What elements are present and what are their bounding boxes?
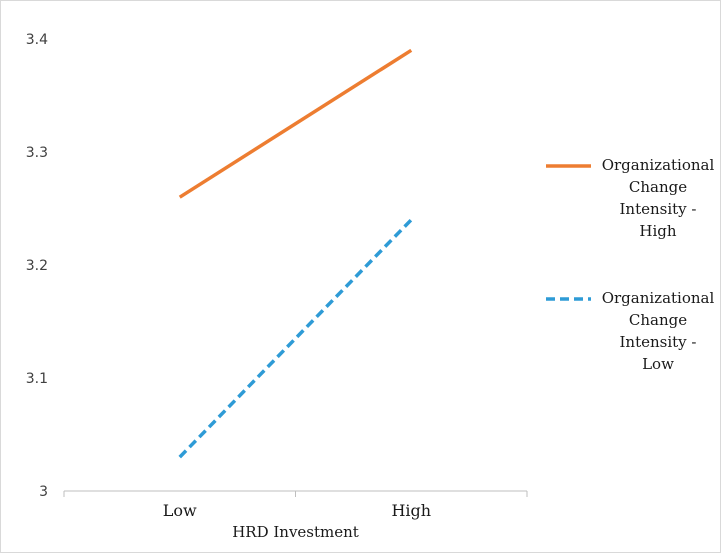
legend-entry-low: Organizational Change Intensity - Low [546, 289, 714, 373]
legend-label-line: Change [629, 178, 687, 196]
legend-label-line: High [639, 222, 676, 240]
series-layer [178, 48, 413, 459]
legend-label-line: Intensity - [620, 333, 697, 351]
y-tick-label: 3 [39, 484, 48, 500]
legend-label-line: Intensity - [620, 200, 697, 218]
legend-entry-high: Organizational Change Intensity - High [546, 156, 714, 240]
x-axis-title: HRD Investment [232, 523, 359, 541]
legend-label-line: Organizational [602, 156, 715, 174]
series-line-high [178, 48, 413, 199]
x-tick-label: Low [163, 501, 197, 520]
x-axis: Low High [63, 490, 528, 520]
y-tick-label: 3.3 [26, 145, 48, 161]
y-tick-label: 3.4 [26, 32, 48, 48]
legend-label-line: Low [642, 355, 674, 373]
y-tick-label: 3.2 [26, 258, 48, 274]
y-axis: 3 3.1 3.2 3.3 3.4 [26, 32, 48, 500]
y-tick-label: 3.1 [26, 371, 48, 387]
series-line-low [178, 218, 413, 459]
legend-label-line: Change [629, 311, 687, 329]
legend-label-line: Organizational [602, 289, 715, 307]
x-tick-label: High [391, 501, 431, 520]
